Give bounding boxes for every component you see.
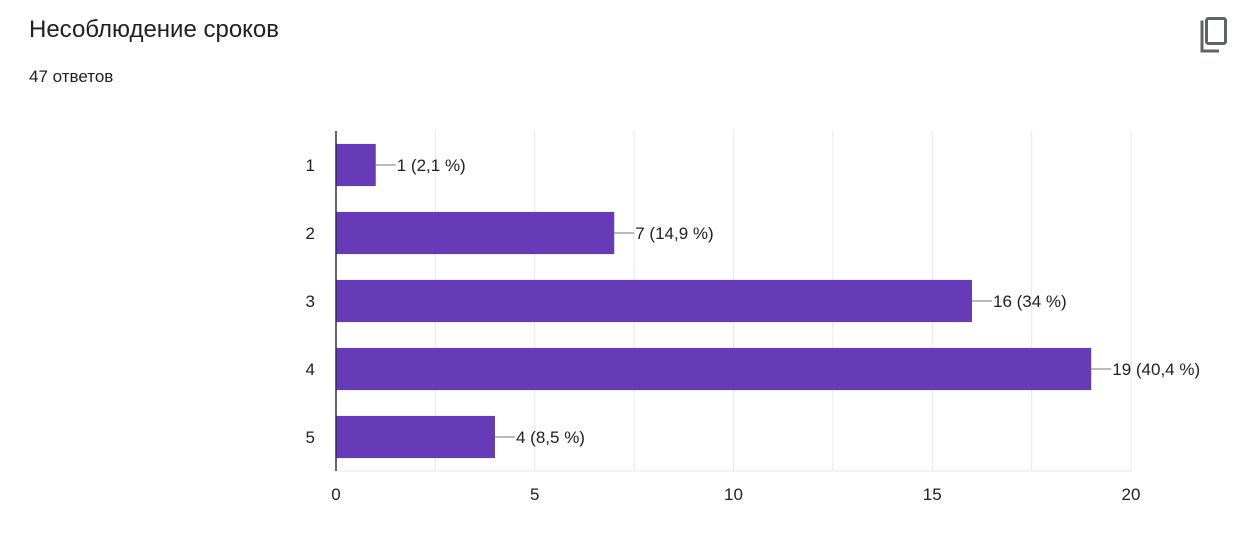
category-label: 3 <box>306 292 315 311</box>
x-tick-label: 5 <box>530 485 539 504</box>
value-label: 16 (34 %) <box>993 292 1067 311</box>
value-label: 7 (14,9 %) <box>635 224 713 243</box>
category-label: 5 <box>306 428 315 447</box>
value-label: 4 (8,5 %) <box>516 428 585 447</box>
bar <box>336 211 615 255</box>
category-label: 2 <box>306 224 315 243</box>
bar <box>336 347 1092 391</box>
category-label: 1 <box>306 156 315 175</box>
bar <box>336 279 972 323</box>
copy-icon <box>1200 17 1227 53</box>
bar <box>336 143 376 187</box>
category-label: 4 <box>306 360 315 379</box>
bar <box>336 415 495 459</box>
x-tick-label: 20 <box>1122 485 1141 504</box>
chart-title: Несоблюдение сроков <box>29 16 280 43</box>
x-tick-label: 15 <box>923 485 942 504</box>
value-label: 1 (2,1 %) <box>397 156 466 175</box>
value-label: 19 (40,4 %) <box>1112 360 1200 379</box>
copy-chart-button[interactable] <box>1190 14 1234 58</box>
x-tick-label: 10 <box>724 485 743 504</box>
response-count: 47 ответов <box>29 67 114 86</box>
x-tick-label: 0 <box>331 485 340 504</box>
